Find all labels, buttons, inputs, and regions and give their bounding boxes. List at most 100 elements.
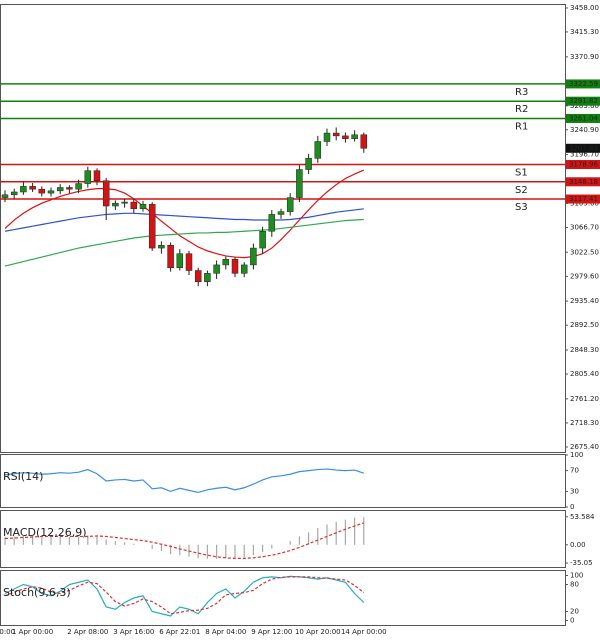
candle-body bbox=[360, 134, 368, 149]
macd-panel bbox=[0, 510, 566, 568]
macd-bar bbox=[78, 536, 80, 545]
level-price-box bbox=[566, 113, 600, 123]
macd-bar bbox=[4, 536, 6, 545]
candle-body bbox=[194, 270, 202, 282]
y-tick-label: 2761.20 bbox=[570, 395, 599, 403]
macd-bar bbox=[326, 524, 328, 545]
candle-body bbox=[296, 169, 303, 198]
indicator-title: RSI(14) bbox=[3, 470, 43, 483]
macd-bar bbox=[243, 544, 245, 558]
macd-bar bbox=[133, 543, 135, 545]
x-tick-label: 10 Apr 20:00 bbox=[295, 628, 341, 636]
macd-bar bbox=[216, 544, 218, 559]
y-tick-label: 2848.30 bbox=[570, 346, 599, 354]
candle-body bbox=[130, 201, 138, 210]
level-name: S2 bbox=[515, 185, 528, 196]
x-tick-label: 14 Apr 00:00 bbox=[341, 628, 387, 636]
y-tick-label: 2892.50 bbox=[570, 321, 599, 329]
stoch-panel bbox=[0, 570, 566, 626]
y-tick-label: 3240.90 bbox=[570, 126, 599, 134]
indicator-line bbox=[4, 468, 364, 494]
macd-bar bbox=[160, 544, 162, 552]
macd-bar bbox=[308, 532, 310, 545]
candle-body bbox=[139, 204, 147, 210]
level-price-box bbox=[566, 79, 600, 89]
candle-body bbox=[112, 202, 119, 207]
candle-body bbox=[66, 187, 73, 190]
candle-body bbox=[286, 197, 294, 212]
signal-line bbox=[4, 522, 364, 559]
y-tick-label: 3022.50 bbox=[570, 248, 599, 256]
macd-bar bbox=[124, 542, 126, 545]
candle-body bbox=[323, 132, 331, 142]
y-tick-label: 3458.00 bbox=[570, 4, 599, 12]
macd-bar bbox=[114, 541, 116, 545]
macd-bar bbox=[96, 536, 98, 545]
candle-body bbox=[56, 187, 64, 192]
level-price: 3261.04 bbox=[569, 114, 598, 122]
y-tick-label: 70 bbox=[570, 467, 579, 475]
candle-body bbox=[148, 204, 156, 249]
macd-bar bbox=[22, 535, 24, 545]
macd-bar bbox=[50, 536, 52, 545]
macd-bar bbox=[170, 544, 172, 555]
level-price: 3117.41 bbox=[569, 195, 598, 203]
candle-body bbox=[20, 186, 27, 193]
y-tick-label: 100 bbox=[570, 572, 583, 580]
macd-bar bbox=[197, 544, 199, 559]
candle-body bbox=[342, 135, 349, 139]
candle-body bbox=[38, 188, 46, 194]
x-tick-label: 6 Apr 22:01 bbox=[159, 628, 200, 636]
y-tick-label: 2805.40 bbox=[570, 370, 599, 378]
macd-bar bbox=[206, 544, 208, 559]
macd-bar bbox=[225, 544, 227, 559]
rsi-panel bbox=[0, 454, 566, 508]
y-tick-label: 100 bbox=[570, 451, 583, 459]
candle-body bbox=[10, 191, 18, 196]
candle-body bbox=[259, 230, 266, 249]
level-price-box bbox=[566, 96, 600, 106]
level-name: R2 bbox=[515, 104, 528, 115]
macd-bar bbox=[151, 544, 153, 549]
y-tick-label: 53.584 bbox=[570, 513, 595, 521]
x-tick-label: 8 Apr 04:00 bbox=[205, 628, 246, 636]
main-panel bbox=[0, 4, 566, 453]
moving-average bbox=[4, 208, 364, 232]
y-tick-label: 3283.60 bbox=[570, 102, 599, 110]
candle-body bbox=[121, 201, 128, 204]
candle-body bbox=[84, 170, 92, 184]
macd-bar bbox=[32, 535, 34, 545]
candle-body bbox=[231, 259, 239, 274]
y-tick-label: 3415.30 bbox=[570, 28, 599, 36]
x-tick-label: 3 Apr 16:00 bbox=[113, 628, 154, 636]
level-name: R1 bbox=[515, 121, 528, 132]
y-tick-label: 2718.30 bbox=[570, 419, 599, 427]
candle-body bbox=[204, 273, 211, 282]
y-tick-label: 3370.90 bbox=[570, 53, 599, 61]
x-tick-label: 9 Apr 12:00 bbox=[251, 628, 292, 636]
level-price-box bbox=[566, 160, 600, 170]
macd-bar bbox=[298, 536, 300, 545]
y-tick-label: 0 bbox=[570, 503, 574, 511]
level-price: 3322.59 bbox=[569, 80, 598, 88]
candle-body bbox=[222, 259, 230, 266]
y-tick-label: 20 bbox=[570, 608, 579, 616]
candle-body bbox=[102, 180, 110, 207]
macd-bar bbox=[354, 517, 356, 545]
macd-bar bbox=[179, 544, 181, 556]
y-tick-label: -35.05 bbox=[570, 559, 593, 567]
macd-bar bbox=[105, 539, 107, 545]
indicator-line bbox=[4, 576, 365, 615]
x-tick-label: 2 Apr 08:00 bbox=[67, 628, 108, 636]
level-name: S1 bbox=[515, 168, 528, 179]
y-tick-label: 80 bbox=[570, 581, 579, 589]
candle-body bbox=[305, 158, 312, 170]
candle-body bbox=[250, 247, 257, 266]
candle-body bbox=[29, 186, 36, 190]
candle-body bbox=[167, 245, 174, 268]
level-price: 3148.18 bbox=[569, 178, 598, 186]
level-price: 3178.96 bbox=[569, 161, 598, 169]
candle-body bbox=[93, 170, 101, 182]
